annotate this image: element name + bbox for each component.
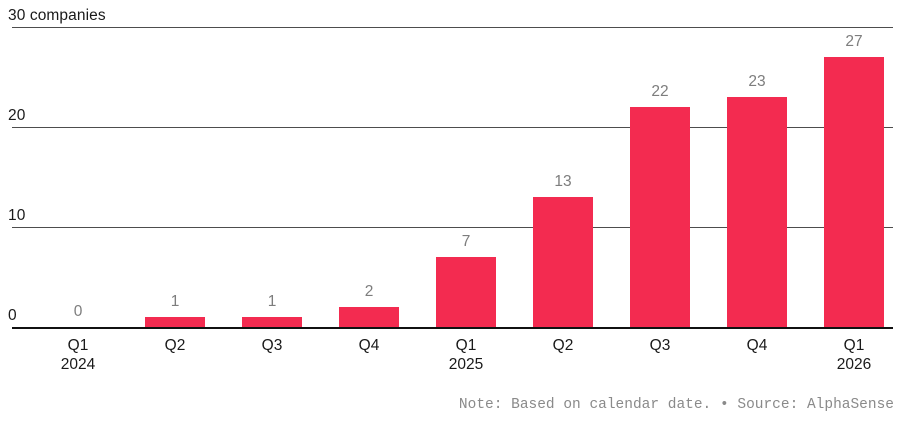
bar-q1-2025 (436, 257, 496, 327)
y-tick-label-20: 20 (8, 107, 26, 124)
y-tick-label-10: 10 (8, 207, 26, 224)
bar-q1-2026 (824, 57, 884, 327)
gridline-30 (12, 27, 893, 28)
gridline-10 (12, 227, 893, 228)
bar-q2-1 (145, 317, 205, 327)
x-tick-year-q1-2025: 2025 (448, 356, 484, 373)
bar-q4-3 (339, 307, 399, 327)
x-tick-quarter-q2-1: Q2 (164, 337, 186, 354)
x-tick-quarter-q1-2025: Q1 (455, 337, 477, 354)
value-label-q2-1: 1 (170, 293, 180, 310)
y-tick-label-0: 0 (8, 307, 17, 324)
x-tick-quarter-q4-7: Q4 (746, 337, 768, 354)
x-tick-quarter-q2-5: Q2 (552, 337, 574, 354)
x-tick-quarter-q1-2026: Q1 (843, 337, 865, 354)
value-label-q3-6: 22 (651, 83, 669, 100)
value-label-q3-2: 1 (267, 293, 277, 310)
bar-q3-6 (630, 107, 690, 327)
value-label-q4-7: 23 (748, 73, 766, 90)
x-tick-quarter-q4-3: Q4 (358, 337, 380, 354)
bar-q3-2 (242, 317, 302, 327)
gridline-20 (12, 127, 893, 128)
value-label-q1-2026: 27 (845, 33, 863, 50)
x-axis-line (12, 327, 893, 329)
bar-q2-5 (533, 197, 593, 327)
x-tick-quarter-q3-2: Q3 (261, 337, 283, 354)
value-label-q1-2024: 0 (73, 303, 83, 320)
bar-q4-7 (727, 97, 787, 327)
y-tick-label-30: 30 companies (8, 7, 106, 24)
value-label-q4-3: 2 (364, 283, 374, 300)
value-label-q1-2025: 7 (461, 233, 471, 250)
x-tick-year-q1-2024: 2024 (60, 356, 96, 373)
x-tick-year-q1-2026: 2026 (836, 356, 872, 373)
x-tick-quarter-q3-6: Q3 (649, 337, 671, 354)
x-tick-quarter-q1-2024: Q1 (67, 337, 89, 354)
source-note: Note: Based on calendar date. • Source: … (458, 397, 894, 413)
value-label-q2-5: 13 (554, 173, 572, 190)
